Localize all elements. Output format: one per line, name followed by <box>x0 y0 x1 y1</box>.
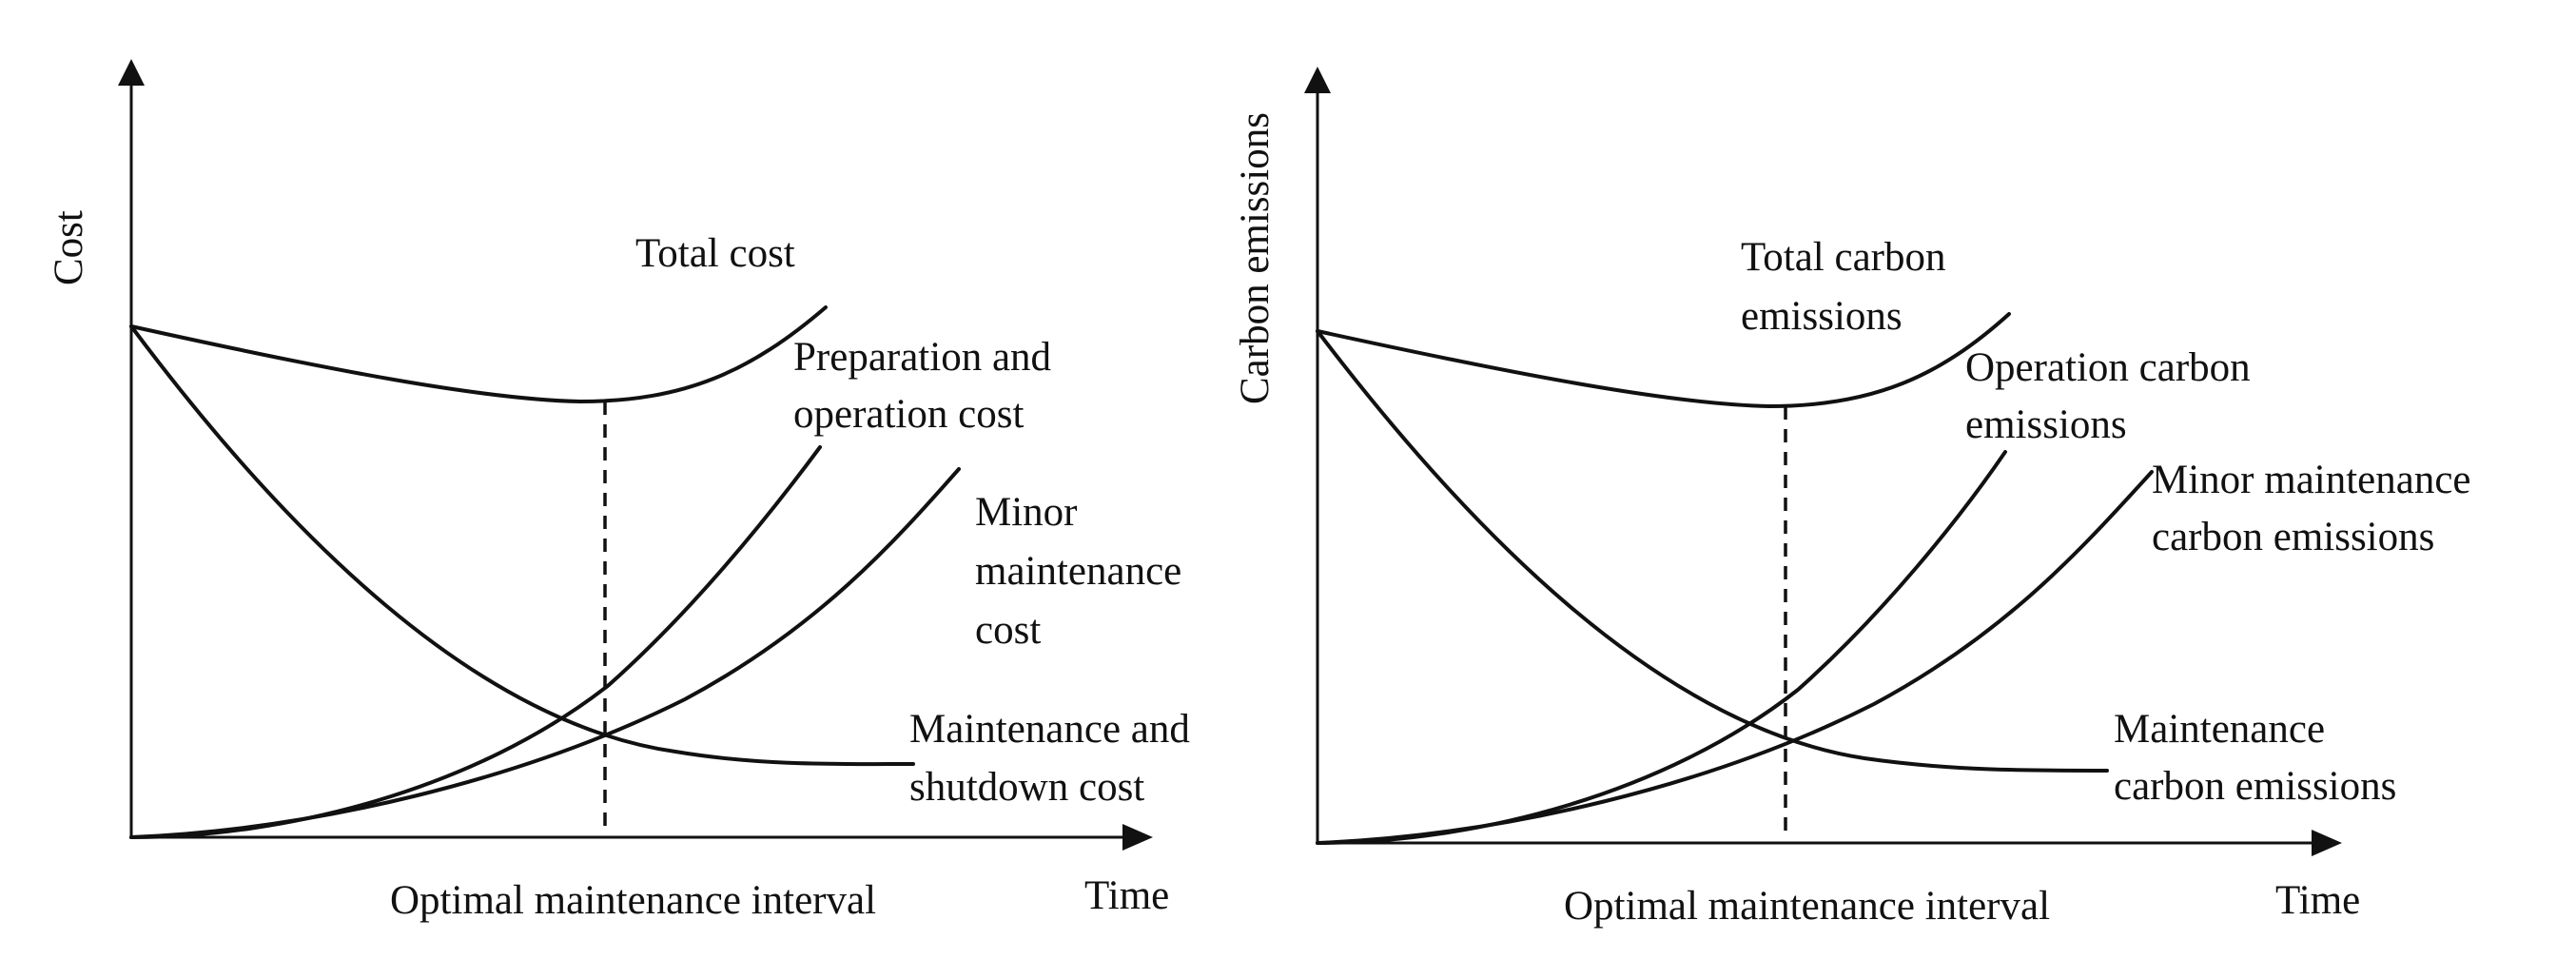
total-carbon-emissions-label: Total carbon emissions <box>1741 235 1956 339</box>
y-axis-label: Cost <box>47 210 91 285</box>
total-carbon-emissions-curve <box>1316 312 2011 409</box>
total-cost-label: Total cost <box>635 231 795 276</box>
preparation-operation-cost-label: Preparation and operation cost <box>793 335 1062 437</box>
x-axis-arrow <box>2312 830 2342 856</box>
minor-maintenance-cost-curve <box>129 467 961 839</box>
maintenance-carbon-emissions-label: Maintenance carbon emissions <box>2114 707 2396 809</box>
carbon-emissions-diagram: Carbon emissions Time Optimal maintenanc… <box>1233 67 2481 929</box>
y-axis-arrow <box>118 59 145 86</box>
y-axis-label: Carbon emissions <box>1233 112 1278 404</box>
x-axis-label: Time <box>2275 878 2360 923</box>
minor-maintenance-cost-label: Minor maintenance cost <box>975 490 1192 653</box>
optimal-interval-label: Optimal maintenance interval <box>390 878 876 923</box>
minor-maintenance-carbon-emissions-label: Minor maintenance carbon emissions <box>2152 458 2481 559</box>
optimal-interval-label: Optimal maintenance interval <box>1564 884 2050 929</box>
operation-carbon-emissions-label: Operation carbon emissions <box>1965 345 2260 447</box>
maintenance-shutdown-cost-label: Maintenance and shutdown cost <box>909 707 1200 810</box>
maintenance-carbon-emissions-curve <box>1316 329 2109 773</box>
minor-maintenance-carbon-emissions-curve <box>1316 470 2154 845</box>
y-axis-arrow <box>1304 67 1331 93</box>
x-axis-label: Time <box>1084 873 1169 918</box>
total-cost-curve <box>129 305 828 404</box>
maintenance-shutdown-cost-curve <box>129 324 915 767</box>
x-axis-arrow <box>1122 824 1153 851</box>
cost-diagram: Cost Time Optimal maintenance interval T… <box>47 59 1200 923</box>
